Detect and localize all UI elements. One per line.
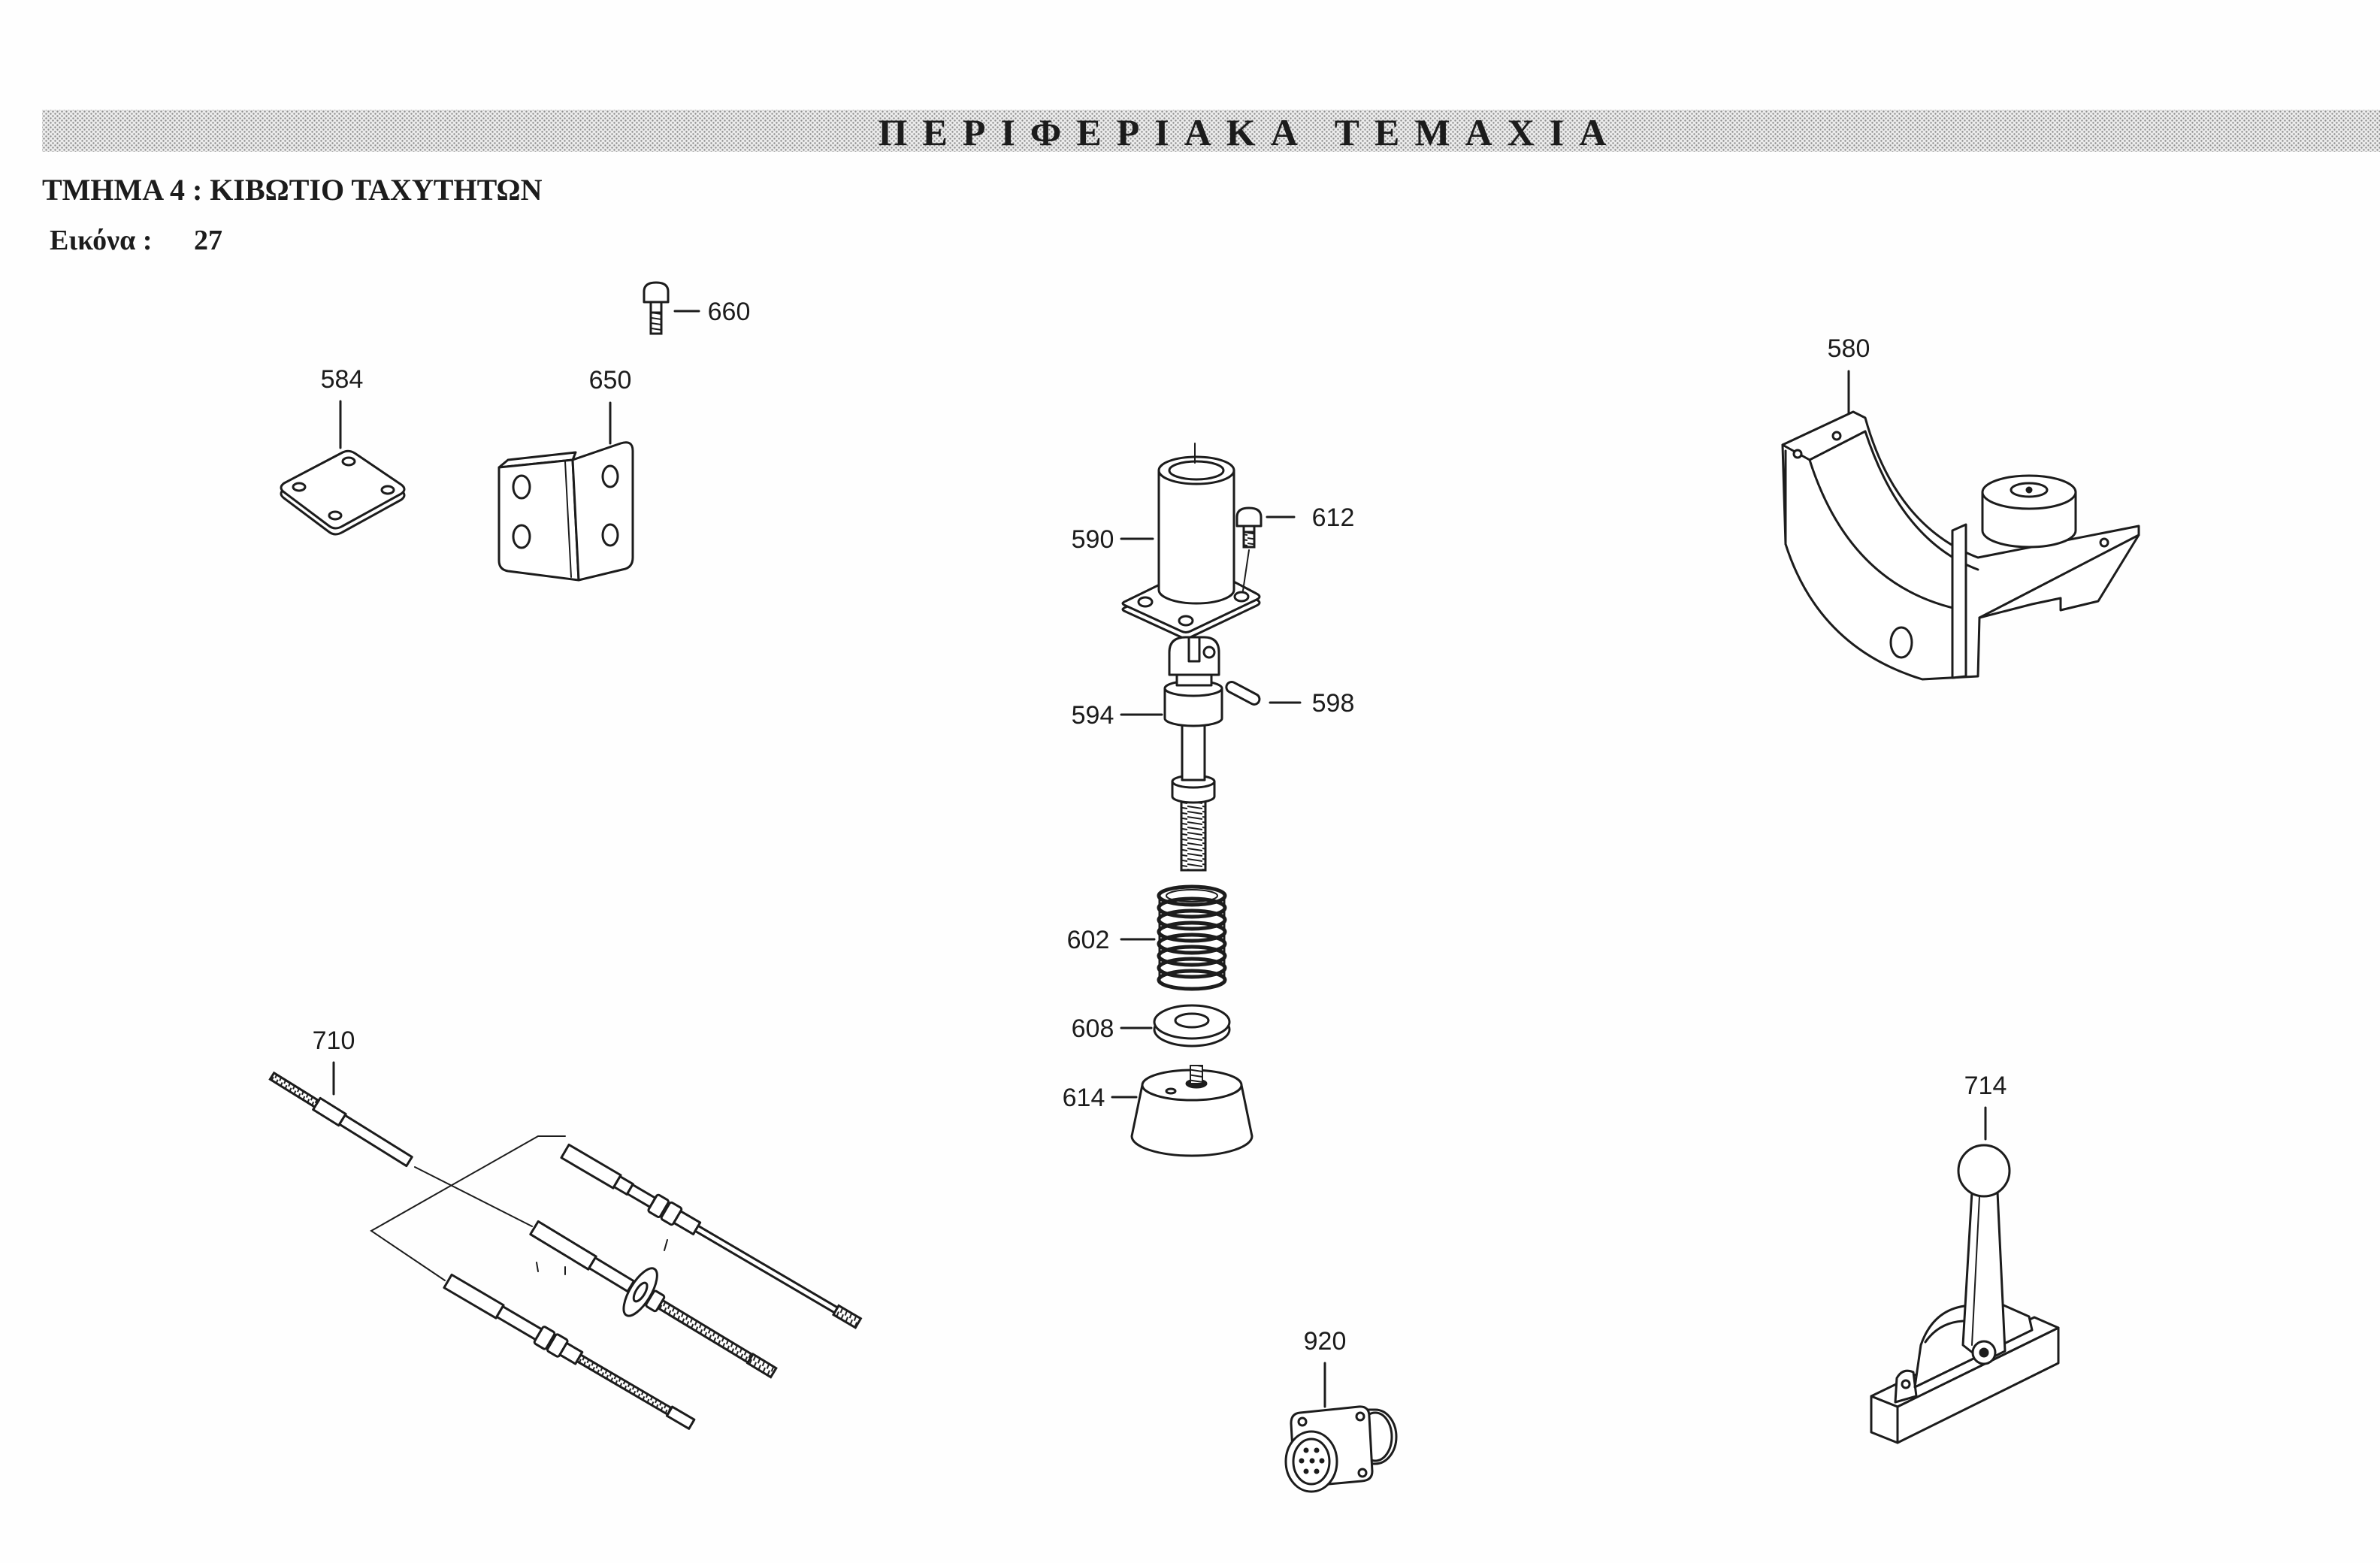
- header-banner: ΠΕΡΙΦΕΡΙΑΚΑ ΤΕΜΑΧΙΑ: [42, 110, 2380, 153]
- part-660-bolt: [643, 281, 670, 335]
- callout-label-710: 710: [313, 1026, 355, 1055]
- figure-label: Εικόνα :: [50, 225, 152, 256]
- part-598-pin: [1225, 680, 1261, 706]
- callout-label-608: 608: [1072, 1014, 1114, 1043]
- callout-label-580: 580: [1828, 334, 1870, 363]
- banner-band: [42, 110, 2380, 152]
- callout-label-602: 602: [1067, 926, 1110, 954]
- part-602-spring: [1157, 884, 1227, 991]
- part-614-knob-base: [1130, 1065, 1254, 1157]
- callout-label-660: 660: [708, 298, 751, 326]
- callout-label-650: 650: [589, 366, 632, 395]
- part-590-guide-tube: [1121, 443, 1261, 639]
- part-920-electrical-connector: [1284, 1405, 1398, 1493]
- cable-c: [443, 1273, 696, 1430]
- part-580-gearbox-housing: [1781, 410, 2140, 681]
- cable-a: [560, 1143, 863, 1329]
- callout-label-714: 714: [1964, 1072, 2007, 1100]
- part-714-shift-lever: [1870, 1144, 2060, 1444]
- part-710-control-cables: [268, 1071, 863, 1430]
- section-title: ΤΜΗΜΑ 4 : ΚΙΒΩΤΙΟ ΤΑΧΥΤΗΤΩΝ: [42, 173, 543, 207]
- callout-label-590: 590: [1072, 525, 1114, 554]
- part-612-bolt: [1235, 506, 1263, 591]
- part-594-selector-shaft: [1163, 636, 1223, 872]
- part-608-washer: [1153, 1004, 1231, 1048]
- part-650-bracket: [497, 441, 634, 582]
- callout-label-598: 598: [1312, 689, 1355, 718]
- cable-end-rod: [268, 1071, 413, 1168]
- figure-number: 27: [194, 225, 222, 256]
- callout-label-594: 594: [1072, 701, 1114, 730]
- cable-b: [529, 1220, 778, 1379]
- callout-label-614: 614: [1063, 1084, 1105, 1112]
- callout-label-584: 584: [321, 365, 364, 394]
- callout-label-612: 612: [1312, 503, 1355, 532]
- part-584-cover-plate: [280, 449, 406, 536]
- callout-label-920: 920: [1304, 1327, 1347, 1356]
- banner-title: ΠΕΡΙΦΕΡΙΑΚΑ ΤΕΜΑΧΙΑ: [879, 111, 1622, 153]
